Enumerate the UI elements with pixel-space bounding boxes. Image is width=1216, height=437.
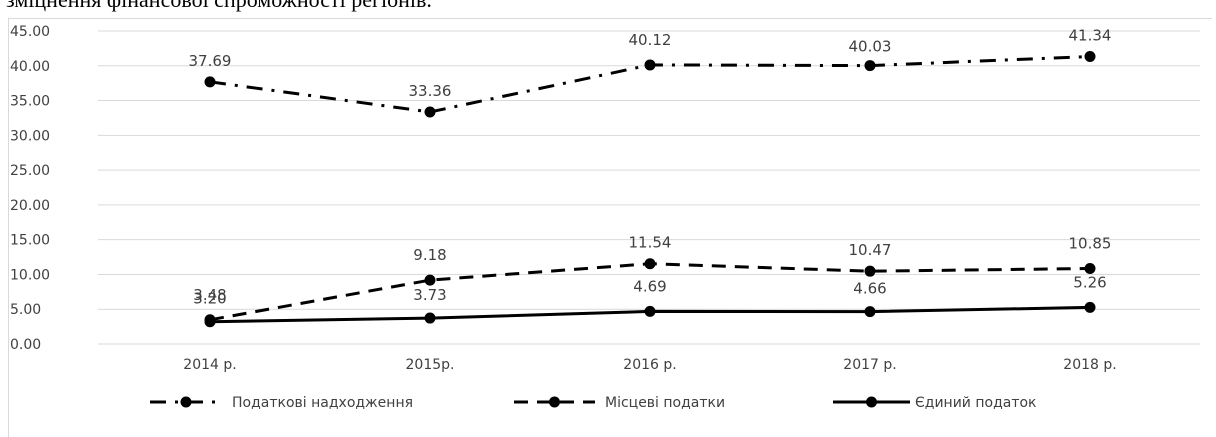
series-points <box>204 50 1096 328</box>
data-point <box>644 59 656 71</box>
x-tick-label: 2017 р. <box>843 357 896 373</box>
y-tick-label: 0.00 <box>10 337 41 353</box>
legend-label: Місцеві податки <box>605 395 725 411</box>
y-tick-label: 35.00 <box>10 94 50 110</box>
chart-caption: зміцнення фінансової спроможності регіон… <box>6 0 432 13</box>
data-label: 3.73 <box>413 286 446 304</box>
data-label: 3.20 <box>193 290 226 308</box>
data-point <box>424 106 436 118</box>
data-point <box>204 76 216 88</box>
y-tick-label: 20.00 <box>10 198 50 214</box>
data-point <box>644 305 656 317</box>
data-label: 11.54 <box>629 234 672 252</box>
data-label: 4.66 <box>853 280 886 298</box>
x-tick-label: 2016 р. <box>623 357 676 373</box>
data-label: 37.69 <box>189 52 232 70</box>
legend-marker <box>180 396 192 408</box>
data-label: 10.47 <box>849 241 892 259</box>
data-label: 3.48 <box>193 286 226 304</box>
data-label: 33.36 <box>409 82 452 100</box>
data-label: 5.26 <box>1073 273 1106 291</box>
legend-marker <box>549 396 560 408</box>
legend-marker <box>866 396 877 408</box>
data-point <box>1084 263 1096 275</box>
data-labels: 37.69 33.36 40.12 40.03 41.34 3.48 9.18 11.54 10… <box>189 26 1112 307</box>
data-label: 41.34 <box>1069 26 1112 44</box>
data-point <box>204 316 216 328</box>
data-label: 40.03 <box>849 38 892 56</box>
data-label: 9.18 <box>413 246 446 264</box>
data-label: 40.12 <box>629 31 672 49</box>
x-tick-label: 2015р. <box>406 357 455 373</box>
gridlines <box>98 30 1200 345</box>
data-label: 4.69 <box>633 277 666 295</box>
x-axis-tick-labels: 2014 р. 2015р. 2016 р. 2017 р. 2018 р. <box>183 357 1116 373</box>
data-label: 10.85 <box>1069 235 1112 253</box>
y-tick-label: 5.00 <box>10 302 41 318</box>
chart-frame <box>8 18 1212 437</box>
data-point <box>864 265 876 277</box>
legend-label: Податкові надходження <box>232 395 413 411</box>
y-tick-label: 25.00 <box>10 163 50 179</box>
y-tick-label: 40.00 <box>10 59 50 75</box>
data-point <box>424 274 436 286</box>
y-tick-label: 30.00 <box>10 128 50 144</box>
legend: Податкові надходження Місцеві податки Єдин… <box>150 395 1037 411</box>
x-tick-label: 2018 р. <box>1063 357 1116 373</box>
y-tick-label: 45.00 <box>10 24 50 40</box>
data-point <box>864 60 876 72</box>
y-axis-tick-labels: 0.00 5.00 10.00 15.00 20.00 25.00 30.00 35.00 40… <box>10 24 50 353</box>
legend-label: Єдиний податок <box>915 395 1037 411</box>
data-point <box>1084 301 1096 313</box>
data-point <box>644 258 656 270</box>
y-tick-label: 10.00 <box>10 267 50 283</box>
x-tick-label: 2014 р. <box>183 357 236 373</box>
data-point <box>424 312 436 324</box>
data-point <box>864 306 876 318</box>
data-point <box>1084 50 1096 62</box>
y-tick-label: 15.00 <box>10 233 50 249</box>
